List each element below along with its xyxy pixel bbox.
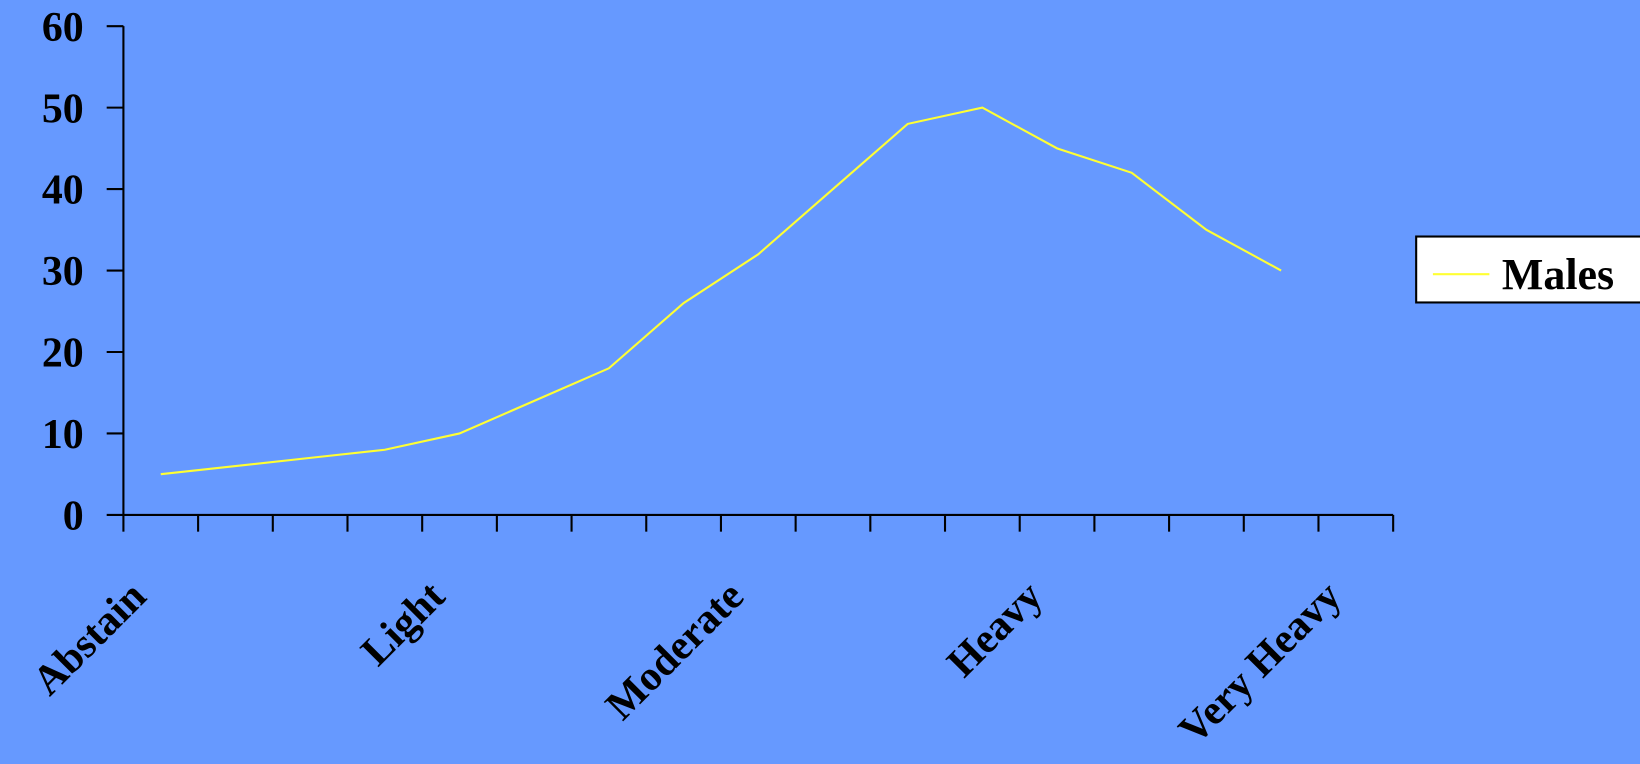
data-line <box>160 106 1282 476</box>
y-tick-label: 20 <box>42 331 84 377</box>
y-tick-label: 60 <box>42 5 84 51</box>
legend-label: Males <box>1502 250 1614 299</box>
y-tick-label: 30 <box>42 249 84 295</box>
y-tick-label: 0 <box>63 494 84 540</box>
y-tick-label: 40 <box>42 168 84 214</box>
y-tick-label: 50 <box>42 86 84 132</box>
legend-box <box>1415 235 1640 304</box>
y-tick-label: 10 <box>42 412 84 458</box>
